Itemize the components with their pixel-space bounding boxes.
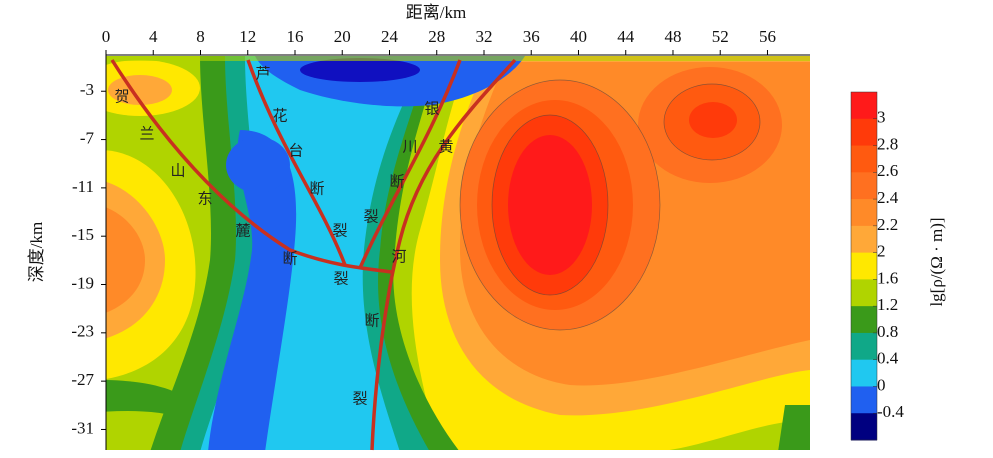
y-tick-label: -23 xyxy=(71,322,94,341)
colorbar-band xyxy=(851,225,877,254)
contour-field xyxy=(106,56,810,450)
fault-label: 断 xyxy=(282,250,297,267)
colorbar-band xyxy=(851,386,877,414)
y-axis-label: 深度/km xyxy=(27,222,46,282)
x-tick-label: 4 xyxy=(149,27,158,46)
fault-label: 断 xyxy=(364,312,379,329)
colorbar-band xyxy=(851,172,877,200)
colorbar-tick-label: 0.8 xyxy=(877,322,898,341)
fault-label: 断 xyxy=(389,173,404,190)
y-tick-label: -3 xyxy=(80,80,94,99)
x-tick-label: 20 xyxy=(334,27,351,46)
x-tick-label: 48 xyxy=(664,27,681,46)
fault xyxy=(110,59,393,274)
x-tick-label: 24 xyxy=(381,27,399,46)
colorbar-tick-label: 3 xyxy=(877,108,886,127)
colorbar-tick-label: 0 xyxy=(877,375,886,394)
x-tick-label: 16 xyxy=(286,27,303,46)
colorbar-frame xyxy=(850,91,878,441)
fault-label: 兰 xyxy=(139,125,154,142)
fault-label: 黄 xyxy=(438,138,453,155)
fault-label: 裂 xyxy=(333,270,348,287)
x-tick-label: 8 xyxy=(196,27,205,46)
fault-label: 麓 xyxy=(235,222,250,239)
colorbar-tick-label: 2 xyxy=(877,242,886,261)
x-tick-label: 52 xyxy=(712,27,729,46)
fault xyxy=(246,59,347,266)
x-axis-label: 距离/km xyxy=(406,3,466,22)
y-tick-label: -15 xyxy=(71,225,94,244)
fault-label: 东 xyxy=(197,190,212,207)
colorbar-tick-label: 2.8 xyxy=(877,134,898,153)
colorbar-tick-label: 2.2 xyxy=(877,215,898,234)
fault-label: 台 xyxy=(288,142,303,159)
colorbar-band xyxy=(851,92,877,120)
y-tick-label: -7 xyxy=(80,128,95,147)
colorbar-band xyxy=(851,199,877,227)
fault-label: 贺 xyxy=(114,88,129,105)
colorbar-band xyxy=(851,413,877,441)
fault-label: 川 xyxy=(402,139,417,155)
y-tick-label: -31 xyxy=(71,418,94,437)
fault-label: 河 xyxy=(391,248,406,265)
colorbar-band xyxy=(851,332,877,361)
x-tick-label: 28 xyxy=(428,27,445,46)
fault-label: 断 xyxy=(309,180,324,197)
fault-label: 裂 xyxy=(363,208,378,225)
x-tick-label: 0 xyxy=(102,27,111,46)
fault-label: 芦 xyxy=(255,65,270,82)
colorbar-tick-label: 2.4 xyxy=(877,188,899,207)
y-tick-label: -19 xyxy=(71,273,94,292)
x-tick-label: 56 xyxy=(759,27,776,46)
colorbar-tick-label: -0.4 xyxy=(877,402,904,421)
x-tick-label: 12 xyxy=(239,27,256,46)
colorbar-band xyxy=(851,145,877,173)
fault xyxy=(358,59,462,269)
fault-label: 裂 xyxy=(352,390,367,407)
colorbar-tick-label: 1.2 xyxy=(877,295,898,314)
colorbar-band xyxy=(851,359,877,387)
fault-label: 山 xyxy=(170,162,185,179)
x-tick-label: 32 xyxy=(475,27,492,46)
x-tick-label: 44 xyxy=(617,27,635,46)
colorbar-band xyxy=(851,279,877,307)
x-tick-label: 36 xyxy=(523,27,540,46)
fault xyxy=(370,58,517,451)
colorbar-band xyxy=(851,252,877,280)
fault-label: 花 xyxy=(272,107,287,124)
fault-label: 裂 xyxy=(332,222,347,239)
colorbar-label: lg[ρ/(Ω · m)] xyxy=(927,217,946,306)
colorbar-band xyxy=(851,118,877,147)
colorbar-tick-label: 2.6 xyxy=(877,161,898,180)
y-tick-label: -27 xyxy=(71,370,94,389)
fault-label: 银 xyxy=(424,100,439,117)
colorbar-tick-label: 1.6 xyxy=(877,268,898,287)
x-tick-label: 40 xyxy=(570,27,587,46)
y-tick-label: -11 xyxy=(72,177,94,196)
colorbar-tick-label: 0.4 xyxy=(877,349,899,368)
colorbar-band xyxy=(851,306,877,334)
